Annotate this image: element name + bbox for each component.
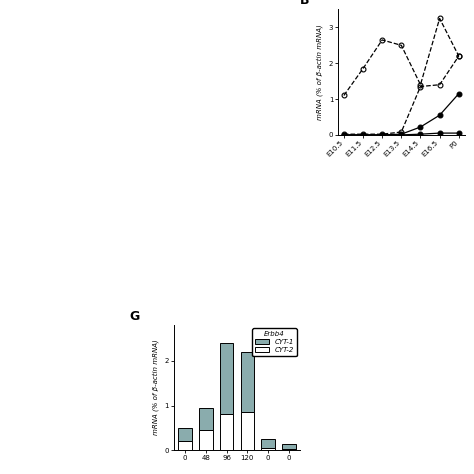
- Text: G: G: [129, 310, 140, 323]
- Bar: [179, 428, 192, 441]
- Bar: [220, 414, 233, 450]
- Bar: [241, 352, 254, 412]
- Bar: [199, 408, 213, 430]
- Bar: [179, 441, 192, 450]
- Bar: [261, 439, 275, 448]
- Y-axis label: mRNA (% of β-actin mRNA): mRNA (% of β-actin mRNA): [317, 24, 323, 120]
- Y-axis label: mRNA (% of β-actin mRNA): mRNA (% of β-actin mRNA): [152, 340, 159, 436]
- Bar: [220, 343, 233, 414]
- Bar: [241, 412, 254, 450]
- Bar: [261, 448, 275, 450]
- Text: B: B: [300, 0, 310, 8]
- Bar: [199, 430, 213, 450]
- Bar: [282, 449, 295, 450]
- Bar: [282, 445, 295, 449]
- Legend: CYT-1, CYT-2: CYT-1, CYT-2: [252, 328, 297, 356]
